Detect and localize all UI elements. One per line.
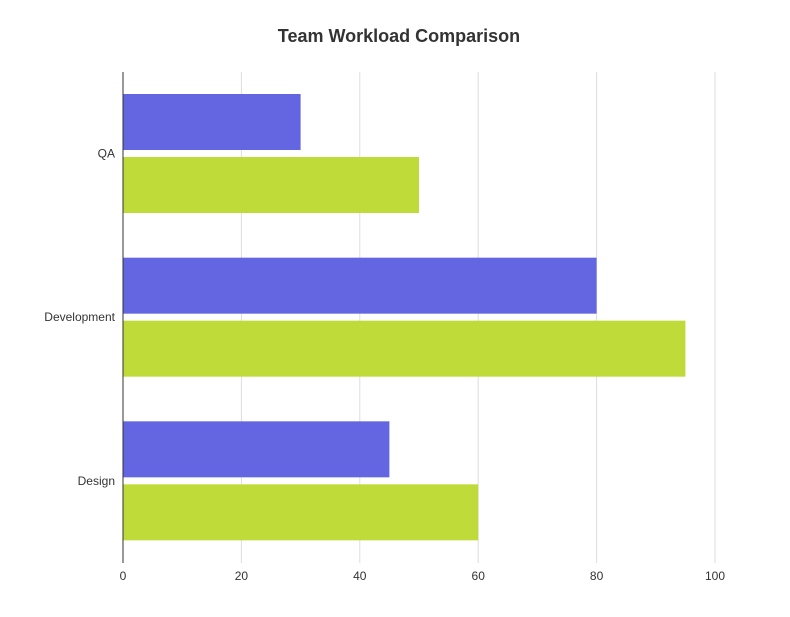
bar-development-1 — [123, 257, 597, 314]
x-tick-label: 60 — [472, 569, 486, 583]
x-tick-label: 0 — [120, 569, 127, 583]
x-tick-label: 40 — [353, 569, 367, 583]
y-category-label: Design — [78, 474, 115, 488]
y-category-label: QA — [98, 147, 115, 161]
x-tick-label: 100 — [705, 569, 725, 583]
x-tick-label: 80 — [590, 569, 604, 583]
bar-design-2 — [123, 484, 479, 541]
y-category-label: Development — [44, 310, 115, 324]
bar-qa-2 — [123, 157, 419, 213]
chart-title: Team Workload Comparison — [278, 26, 520, 46]
grid-lines — [240, 72, 716, 563]
bar-design-1 — [123, 421, 390, 478]
bar-qa-1 — [123, 94, 301, 150]
x-tick-label: 20 — [235, 569, 249, 583]
x-axis-ticks: 0 20 40 60 80 100 — [120, 569, 726, 583]
y-axis-category-labels: Design Development QA — [44, 147, 115, 488]
bar-development-2 — [123, 320, 686, 377]
bars — [123, 94, 686, 541]
